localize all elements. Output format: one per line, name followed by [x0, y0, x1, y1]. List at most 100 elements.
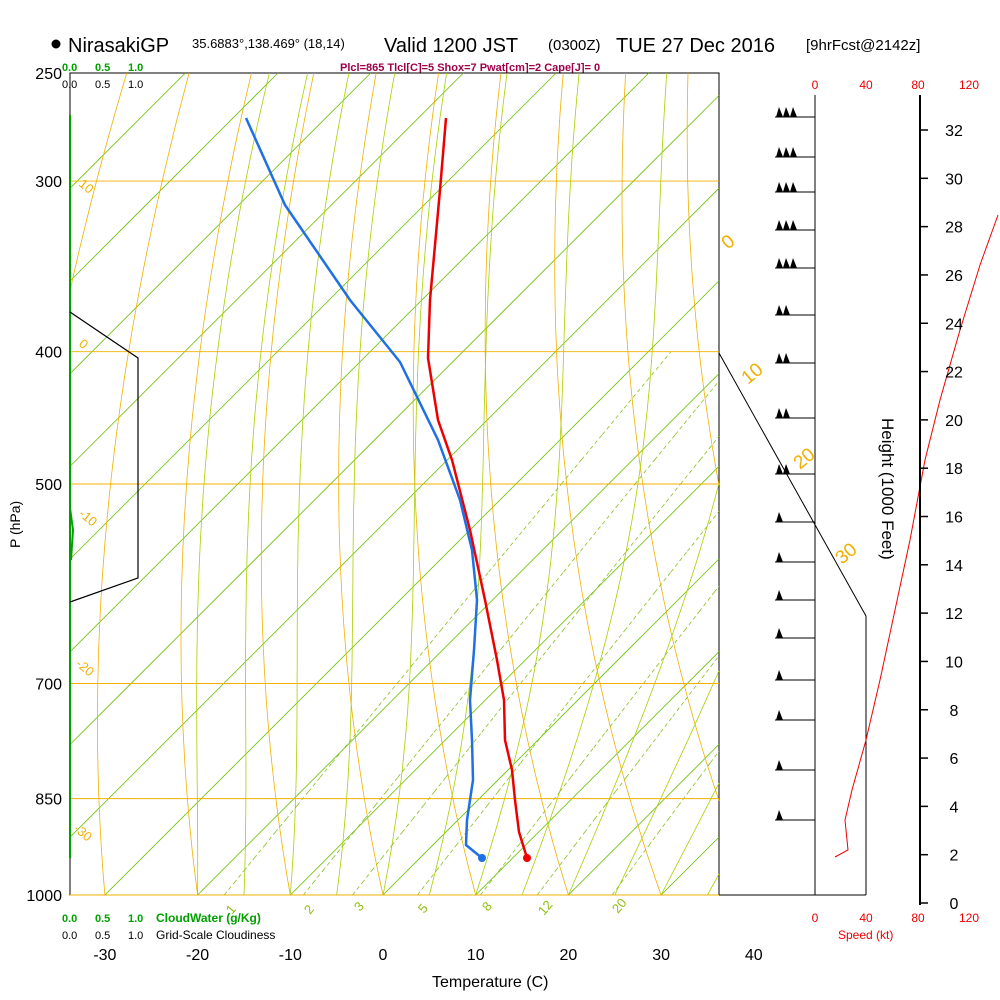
valid-time: Valid 1200 JST: [384, 35, 518, 57]
wind-barb: [775, 760, 815, 771]
cloudwater-label: CloudWater (g/Kg): [156, 911, 261, 925]
forecast-hour: [9hrFcst@2142z]: [806, 37, 920, 54]
speed-tick-bottom: 0: [812, 911, 819, 925]
cloud-bottom-black-2: 1.0: [128, 930, 143, 942]
wind-barb-flag: [783, 182, 790, 192]
x-axis-title: Temperature (C): [432, 974, 548, 991]
cloudiness-profile: [69, 311, 139, 603]
mixing-ratio-label: 20: [609, 895, 630, 916]
dewpoint-profile-line: [244, 117, 483, 859]
height-tick-label: 32: [945, 123, 963, 140]
cloud-bottom-black-1: 0.5: [95, 930, 110, 942]
wind-barb: [775, 590, 815, 601]
speed-tick-bottom: 40: [859, 911, 873, 925]
mixing-ratio-label: 12: [535, 897, 556, 918]
wind-barb-flag: [776, 512, 783, 522]
height-tick-label: 14: [945, 558, 963, 575]
dry-adiabat-line: [97, 72, 190, 896]
mixing-ratio-line: [611, 750, 720, 896]
pressure-tick-label: 700: [35, 677, 62, 694]
wind-barb-flag: [776, 464, 783, 474]
speed-tick-bottom: 120: [959, 911, 979, 925]
speed-tick-top: 0: [812, 78, 819, 92]
wind-barb-flag: [776, 147, 783, 157]
sounding-series: [244, 117, 531, 862]
moist-adiabat-label: 10: [738, 359, 768, 389]
isotherm-line: [104, 280, 720, 896]
height-tick-label: 28: [945, 220, 963, 237]
wind-barb-flag: [776, 258, 783, 268]
wind-barb-flag: [783, 258, 790, 268]
wind-barb: [775, 710, 815, 721]
pressure-tick-label: 850: [35, 792, 62, 809]
isotherm-line: [568, 744, 720, 896]
height-axis-title: Height (1000 Feet): [878, 418, 897, 560]
y-axis-title: P (hPa): [7, 501, 23, 548]
wind-barb: [775, 353, 815, 364]
wind-barb: [775, 258, 815, 269]
cloudiness-label: Grid-Scale Cloudiness: [156, 928, 275, 942]
moist-adiabat-line: [243, 72, 308, 896]
isotherm-line: [69, 72, 557, 560]
dry-adiabat-line: [621, 72, 720, 801]
mixing-ratio-label: 8: [479, 899, 495, 914]
wind-barb-flag: [790, 220, 797, 230]
temperature-tick-label: -20: [186, 947, 209, 964]
moist-adiabat-line: [614, 670, 720, 896]
height-tick-label: 6: [950, 751, 959, 768]
wind-barb-flag: [776, 710, 783, 720]
mixing-ratio-line: [536, 655, 720, 896]
moist-adiabat-line: [289, 72, 350, 896]
speed-tick-bottom: 80: [911, 911, 925, 925]
wind-barb: [775, 147, 815, 158]
wind-barb: [775, 220, 815, 231]
temperature-tick-label: 20: [560, 947, 578, 964]
mixing-ratio-line: [480, 585, 720, 896]
wind-barb: [775, 670, 815, 681]
isotherm-line: [69, 95, 720, 745]
mixing-ratio-line: [223, 351, 672, 896]
mixing-ratio-label: 3: [351, 899, 367, 914]
height-tick-label: 22: [945, 365, 963, 382]
isotherm-line: [69, 72, 464, 467]
forecast-date: TUE 27 Dec 2016: [616, 35, 775, 57]
wind-barb-flag: [776, 628, 783, 638]
wind-barb-flag: [790, 147, 797, 157]
cloud-bottom-green-1: 0.5: [95, 913, 110, 925]
cloud-top-green-1: 0.5: [95, 62, 110, 74]
wind-barb-flag: [776, 220, 783, 230]
temperature-tick-label: 0: [379, 947, 388, 964]
height-tick-label: 2: [950, 848, 959, 865]
wind-barb-flag: [776, 182, 783, 192]
speed-axis-title: Speed (kt): [838, 928, 893, 942]
temperature-tick-label: -30: [93, 947, 116, 964]
cloud-bottom-black-0: 0.0: [62, 930, 77, 942]
cloud-bottom-green-2: 1.0: [128, 913, 143, 925]
mixing-ratio-label: 5: [415, 901, 431, 916]
cloud-top-black-2: 1.0: [128, 79, 143, 91]
cloud-scale-top: 0.0 0.5 1.0 0.0 0.5 1.0: [62, 62, 143, 91]
wind-barb-flag: [783, 464, 790, 474]
moist-adiabat-line: [568, 483, 720, 896]
dry-adiabat-label: -30: [71, 821, 95, 845]
height-tick-label: 24: [945, 316, 963, 333]
mixing-ratio-label: 2: [301, 902, 317, 917]
dewpoint-surface-point: [478, 854, 486, 862]
wind-barb-flag: [783, 353, 790, 363]
isotherm-line: [69, 72, 186, 189]
mixing-ratio-line: [352, 436, 720, 896]
wind-speed-curve: [834, 214, 999, 858]
isotherm-line: [475, 651, 720, 896]
wind-barb: [775, 182, 815, 193]
temperature-surface-point: [523, 854, 531, 862]
isotherm-line: [197, 373, 720, 896]
wind-barb: [775, 512, 815, 523]
height-tick-label: 18: [945, 461, 963, 478]
wind-barb: [775, 107, 815, 118]
isotherm-line: [69, 72, 371, 374]
panel-diagonal: [718, 352, 867, 617]
height-tick-label: 12: [945, 606, 963, 623]
dry-adiabat-line: [180, 72, 252, 896]
dry-adiabat-line: [686, 72, 720, 486]
